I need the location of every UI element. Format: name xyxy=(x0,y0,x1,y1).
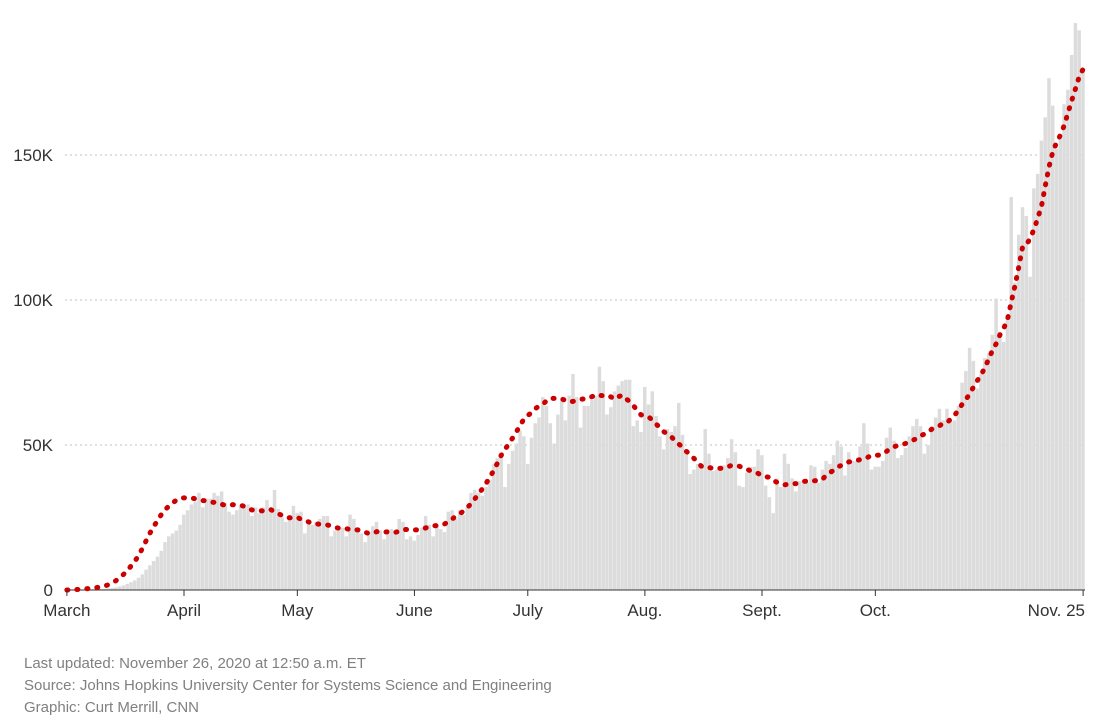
x-tick-label: July xyxy=(513,601,544,620)
footer-credit: Graphic: Curt Merrill, CNN xyxy=(24,698,199,718)
x-tick-label: April xyxy=(167,601,201,620)
x-tick-label: June xyxy=(396,601,433,620)
chart-svg: 0 50K 100K 150K March April May June July Aug. Sep… xyxy=(0,0,1110,723)
x-tick-label: Nov. 25 xyxy=(1028,601,1085,620)
footer-updated: Last updated: November 26, 2020 at 12:50… xyxy=(24,654,366,674)
y-tick-label: 50K xyxy=(23,436,54,455)
y-tick-label: 0 xyxy=(44,581,53,600)
footer-source: Source: Johns Hopkins University Center … xyxy=(24,676,552,696)
x-tick-label: Aug. xyxy=(627,601,662,620)
chart-container: 0 50K 100K 150K March April May June July Aug. Sep… xyxy=(0,0,1110,723)
x-tick-label: Sept. xyxy=(742,601,782,620)
x-tick-label: March xyxy=(43,601,90,620)
x-tick-label: May xyxy=(281,601,314,620)
x-tick-label: Oct. xyxy=(860,601,891,620)
y-tick-label: 100K xyxy=(13,291,53,310)
y-tick-label: 150K xyxy=(13,146,53,165)
